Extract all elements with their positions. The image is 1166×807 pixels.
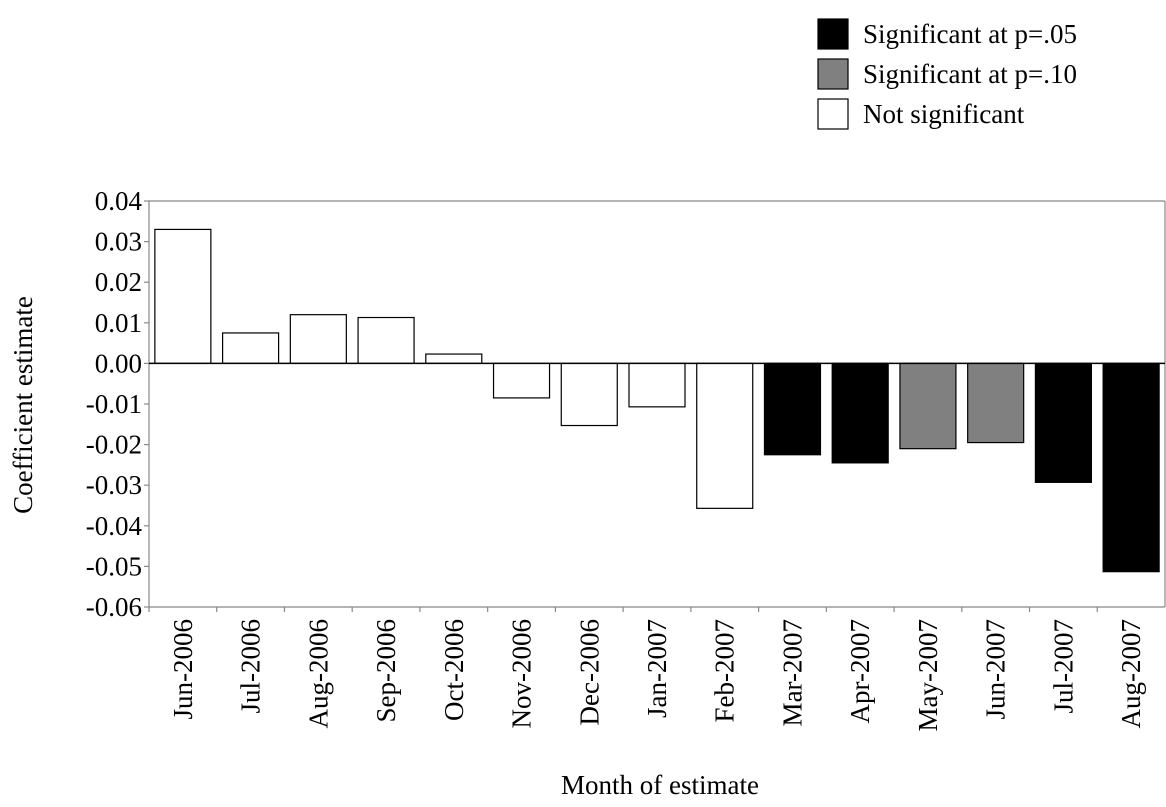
bar-oct-2006 bbox=[425, 353, 483, 365]
x-tick-label: Jul-2006 bbox=[236, 619, 266, 714]
y-tick-label: -0.06 bbox=[86, 592, 142, 622]
y-axis-title: Coefficient estimate bbox=[8, 296, 38, 514]
legend-label-p05: Significant at p=.05 bbox=[863, 19, 1077, 49]
bar-aug-2006 bbox=[289, 314, 347, 364]
x-tick-label: Jun-2006 bbox=[168, 619, 198, 720]
legend-swatch-p05 bbox=[817, 18, 849, 50]
x-tick-label: Mar-2007 bbox=[777, 619, 807, 726]
x-tick-label: Sep-2006 bbox=[371, 619, 401, 723]
x-tick-label: Oct-2006 bbox=[439, 619, 469, 721]
x-tick-label: Apr-2007 bbox=[845, 619, 875, 723]
legend-swatch-p10 bbox=[817, 58, 849, 90]
legend-label-p10: Significant at p=.10 bbox=[863, 59, 1077, 89]
x-tick-label: Aug-2007 bbox=[1116, 619, 1146, 729]
bar-feb-2007 bbox=[696, 362, 754, 509]
y-tick-label: 0.01 bbox=[95, 308, 142, 338]
bar-jan-2007 bbox=[628, 362, 686, 408]
x-tick-label: Nov-2006 bbox=[507, 619, 537, 729]
x-tick-label: Jan-2007 bbox=[642, 619, 672, 718]
legend-label-none: Not significant bbox=[863, 99, 1025, 129]
bar-jun-2006 bbox=[154, 228, 212, 364]
bar-sep-2006 bbox=[357, 316, 415, 365]
bar-apr-2007 bbox=[831, 362, 889, 464]
y-tick-label: 0.02 bbox=[95, 267, 142, 297]
x-axis-ticks: Jun-2006 Jul-2006 Aug-2006 Sep-2006 Oct-2006… bbox=[148, 607, 1146, 731]
x-tick-label: Aug-2006 bbox=[303, 619, 333, 729]
x-tick-label: Dec-2006 bbox=[574, 619, 604, 725]
y-tick-label: 0.03 bbox=[95, 227, 142, 257]
y-tick-label: -0.05 bbox=[86, 551, 142, 581]
bar-nov-2006 bbox=[492, 362, 551, 399]
x-tick-label: Jun-2007 bbox=[981, 619, 1011, 720]
y-axis-ticks: 0.04 0.03 0.02 0.01 0.00 -0.01 -0.02 -0.03 -0.04… bbox=[86, 186, 149, 622]
bar-aug-2007 bbox=[1102, 362, 1160, 573]
bar-dec-2006 bbox=[560, 362, 618, 427]
y-tick-label: -0.01 bbox=[86, 389, 142, 419]
legend-swatch-none bbox=[817, 98, 849, 130]
bar-jul-2006 bbox=[222, 332, 280, 365]
bar-jul-2007 bbox=[1034, 362, 1093, 483]
x-axis-title: Month of estimate bbox=[561, 770, 759, 800]
legend: Significant at p=.05 Significant at p=.10… bbox=[817, 18, 1077, 130]
bar-may-2007 bbox=[899, 362, 957, 450]
bars bbox=[154, 228, 1160, 573]
bar-mar-2007 bbox=[763, 362, 822, 456]
x-tick-label: Jul-2007 bbox=[1048, 619, 1078, 714]
bar-jun-2007 bbox=[967, 362, 1025, 444]
y-tick-label: -0.02 bbox=[86, 430, 142, 460]
y-tick-label: 0.04 bbox=[95, 186, 143, 216]
x-tick-label: May-2007 bbox=[913, 619, 943, 731]
y-tick-label: -0.03 bbox=[86, 470, 142, 500]
y-tick-label: -0.04 bbox=[86, 511, 143, 541]
y-tick-label: 0.00 bbox=[95, 348, 142, 378]
x-tick-label: Feb-2007 bbox=[710, 619, 740, 723]
